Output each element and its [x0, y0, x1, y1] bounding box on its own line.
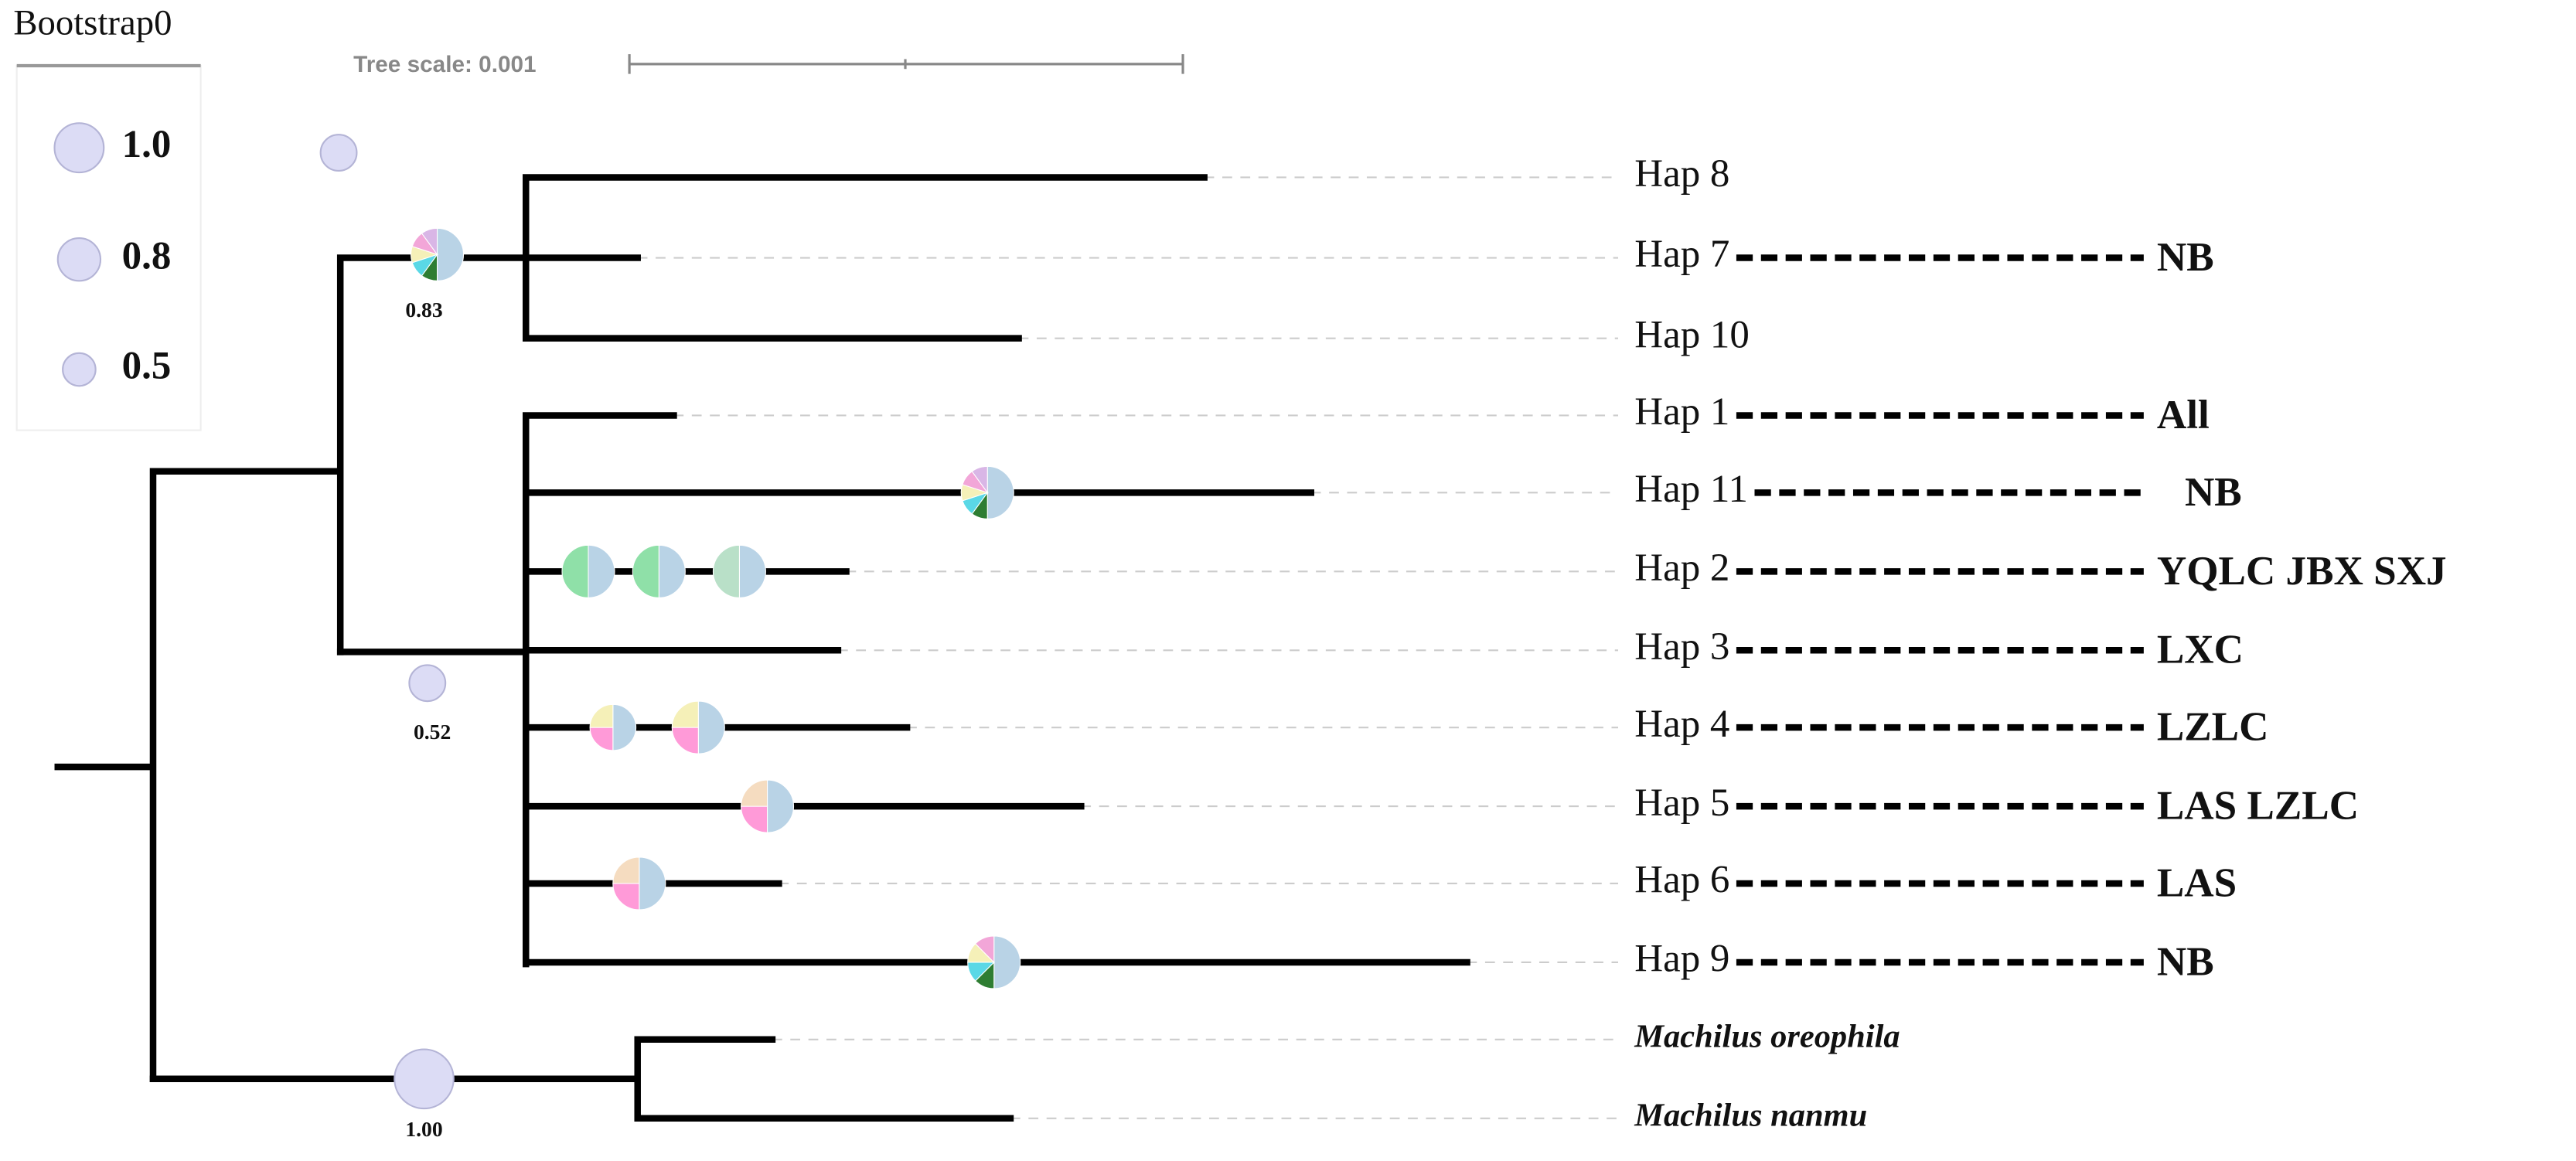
pie-wedge	[671, 700, 699, 728]
pie-wedge	[671, 727, 699, 754]
population-label: NB	[2157, 939, 2214, 984]
pie-wedge	[612, 883, 640, 911]
population-label: All	[2157, 393, 2210, 438]
leaf-label: Hap 5	[1634, 781, 1729, 825]
pie-wedge	[974, 935, 995, 964]
population-label: NB	[2185, 470, 2242, 515]
pie-wedge	[612, 703, 637, 751]
pie-wedge	[712, 544, 740, 598]
pie-wedge	[612, 856, 640, 884]
leaf-label: Hap 11	[1634, 468, 1748, 511]
pie-markers	[411, 227, 1021, 989]
pie-wedge	[741, 805, 768, 833]
legend-label: 1.0	[122, 123, 172, 166]
pie-wedge	[767, 779, 795, 833]
branches	[54, 174, 1470, 1122]
bootstrap-label: 0.83	[405, 298, 442, 322]
scale-bar	[628, 54, 1184, 74]
pie-wedge	[421, 227, 438, 256]
population-label: LZLC	[2157, 705, 2269, 750]
pie-wedge	[589, 727, 614, 751]
population-label: NB	[2157, 235, 2214, 280]
bootstrap-label: 0.52	[414, 720, 451, 744]
legend-label: 0.5	[122, 345, 172, 388]
pie-wedge	[993, 935, 1021, 989]
pie-wedge	[697, 700, 725, 754]
leaf-label: Hap 2	[1634, 546, 1729, 590]
legend-box	[15, 64, 202, 431]
pie-wedge	[589, 703, 614, 728]
leaf-label: Hap 8	[1634, 152, 1729, 196]
legend-title: Bootstrap0	[13, 3, 172, 43]
population-label: LAS	[2157, 860, 2237, 905]
bootstrap-circle	[319, 134, 358, 172]
leaf-guides	[637, 176, 1619, 1119]
legend-circle	[56, 237, 102, 282]
leaf-label: Hap 3	[1634, 625, 1729, 669]
pie-wedge	[741, 779, 768, 807]
legend-label: 0.8	[122, 234, 172, 277]
pie-wedge	[436, 227, 465, 281]
pie-wedge	[986, 465, 1014, 519]
leaf-label: Hap 9	[1634, 938, 1729, 981]
population-label: LXC	[2157, 628, 2244, 672]
leaf-label: Hap 10	[1634, 313, 1750, 356]
leaf-label: Hap 1	[1634, 390, 1729, 434]
legend-circle	[53, 122, 105, 174]
pie-wedge	[658, 544, 686, 598]
bootstrap-label: 1.00	[405, 1117, 442, 1141]
population-label: LAS LZLC	[2157, 784, 2359, 829]
leaf-label: Hap 4	[1634, 703, 1729, 746]
bootstrap-circle	[394, 1048, 455, 1110]
leaf-label: Machilus oreophila	[1634, 1019, 1900, 1055]
leaf-label: Hap 6	[1634, 859, 1729, 902]
population-label: YQLC JBX SXJ	[2157, 549, 2447, 594]
leaf-labels: Hap 8 Hap 7 NB Hap 10 Hap 1 All Hap 11 NB Hap 2 Y…	[1634, 152, 2446, 1133]
pie-wedge	[738, 544, 766, 598]
legend-circle	[62, 352, 97, 387]
pie-wedge	[639, 856, 666, 911]
pie-wedge	[632, 544, 659, 598]
scale-label: Tree scale: 0.001	[353, 52, 536, 77]
pie-wedge	[588, 544, 615, 598]
leaf-label: Hap 7	[1634, 233, 1729, 276]
bootstrap-circle	[408, 664, 447, 703]
leaf-label: Machilus nanmu	[1634, 1098, 1867, 1134]
pie-wedge	[561, 544, 589, 598]
pie-wedge	[971, 465, 988, 494]
